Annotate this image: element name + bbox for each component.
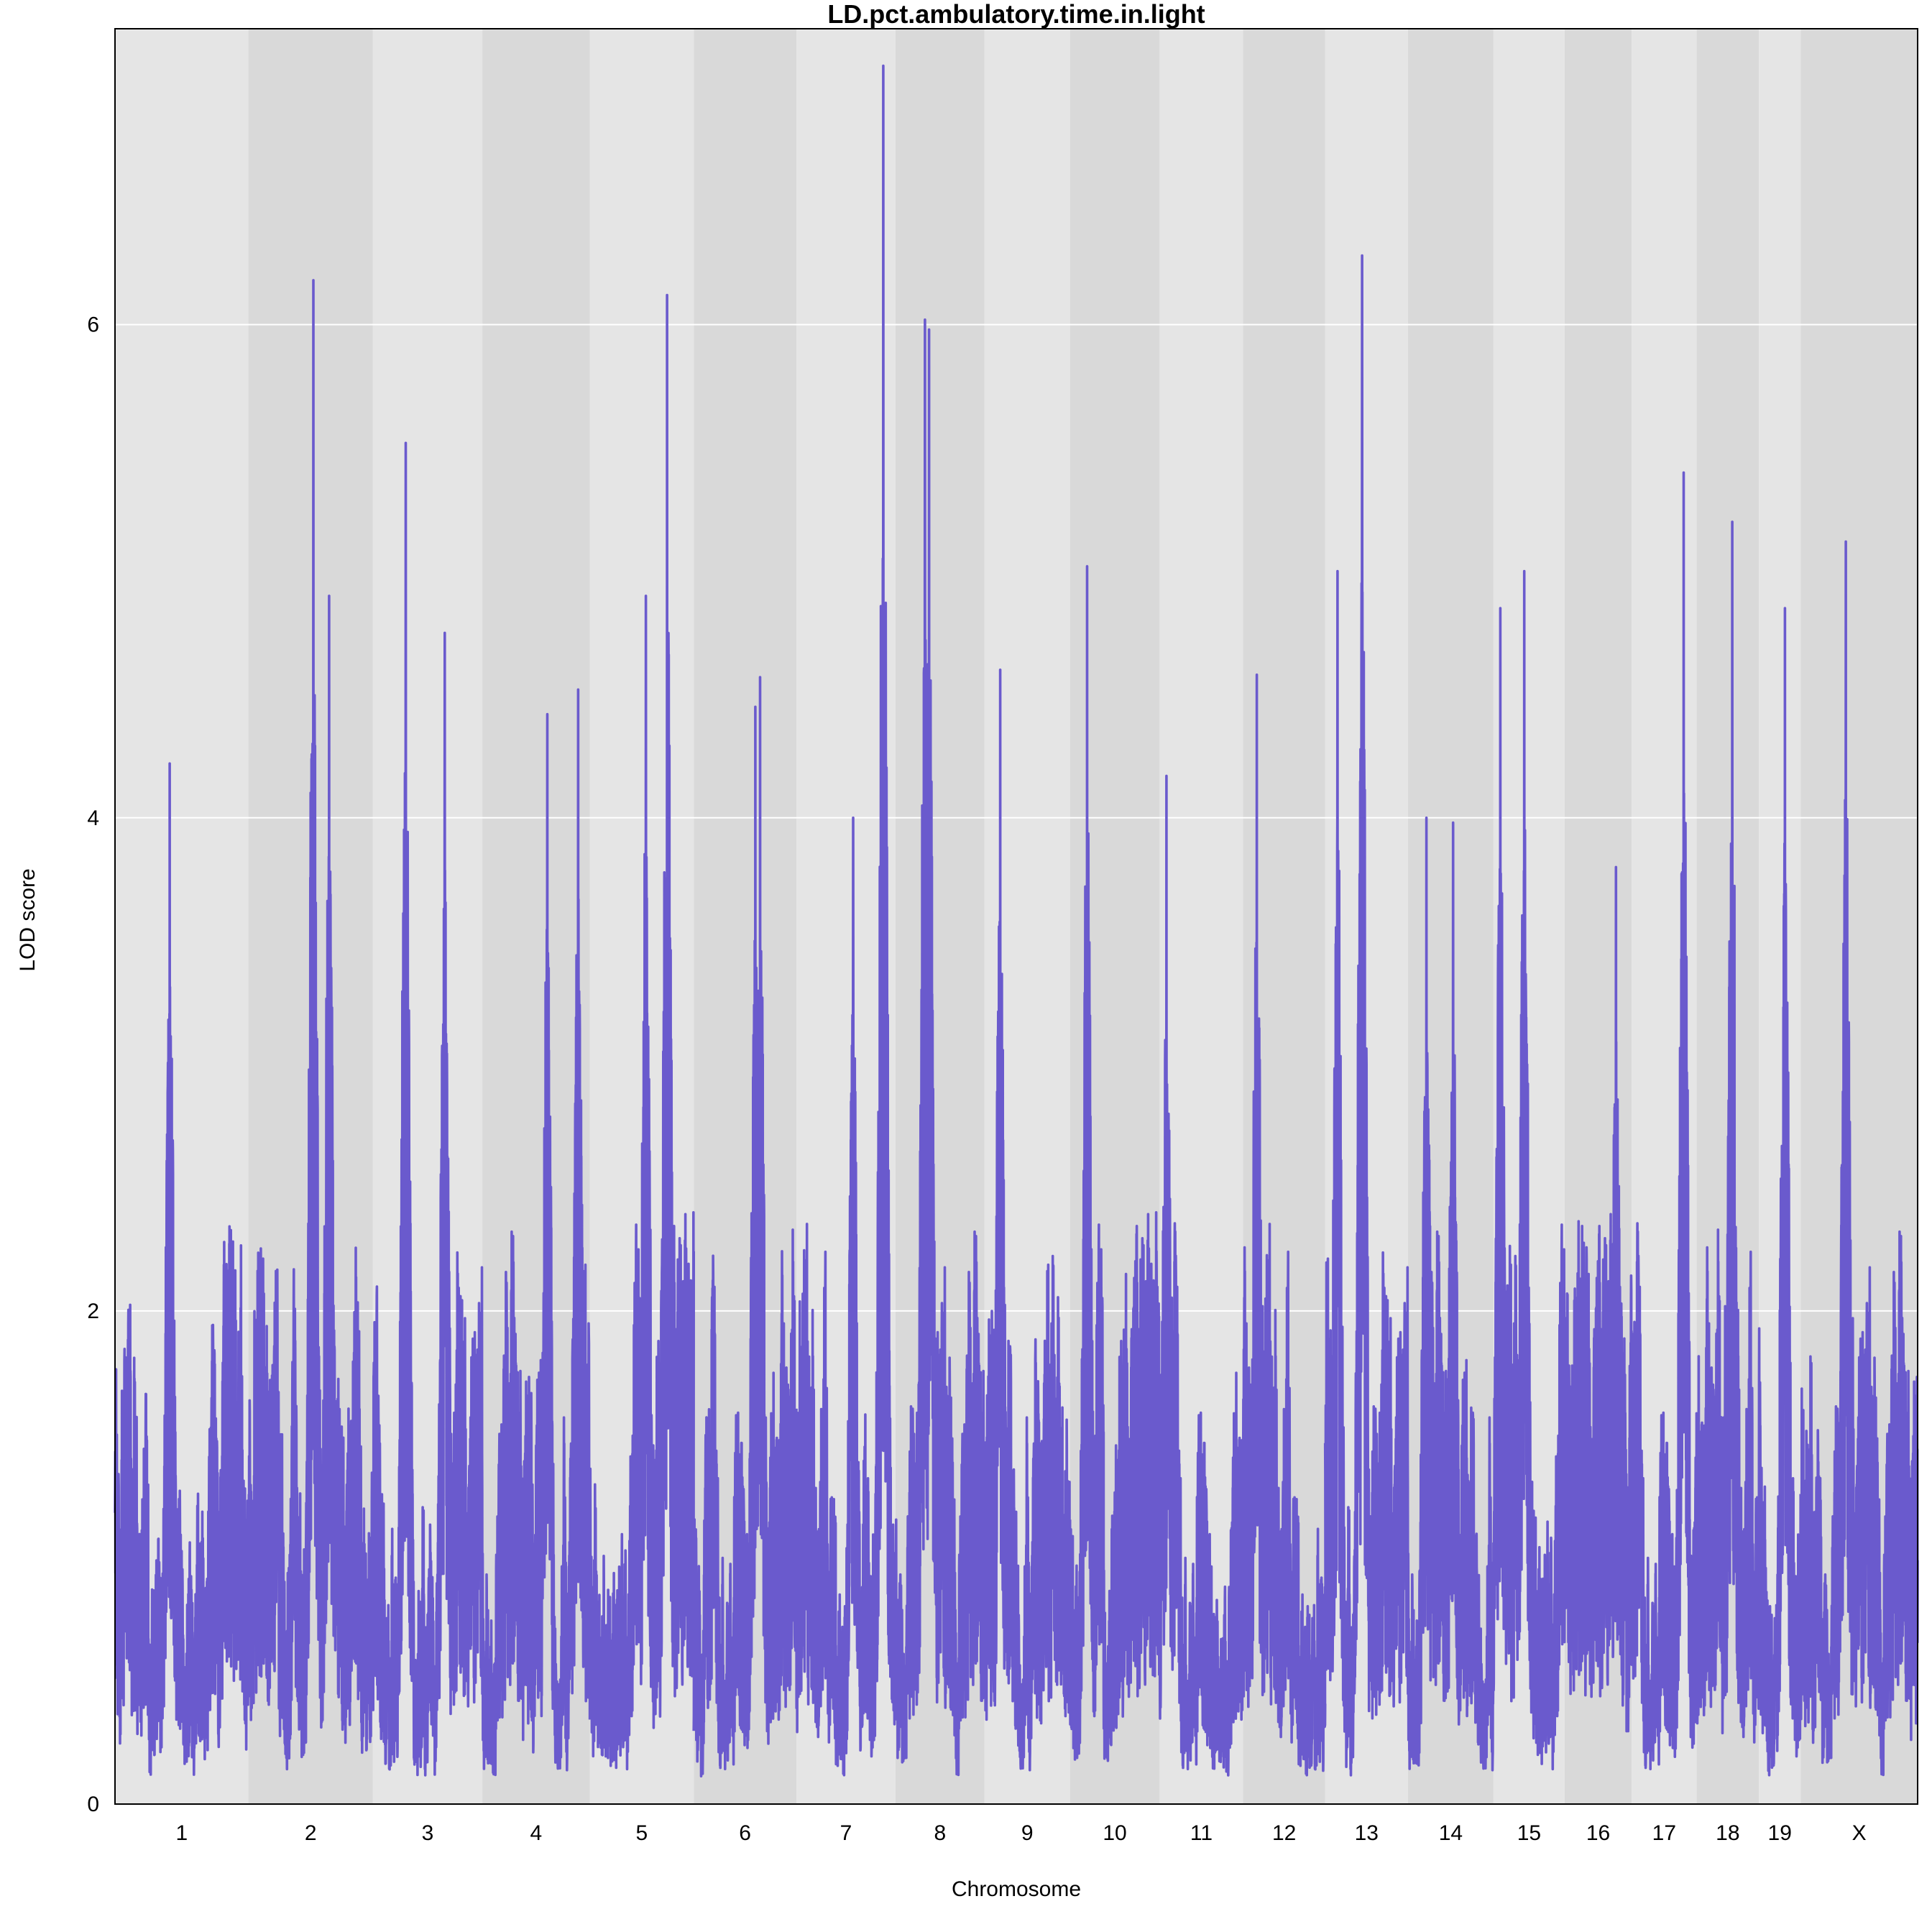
y-tick-label: 6 [87, 313, 99, 337]
x-tick-label-19: 19 [1768, 1821, 1792, 1845]
x-tick-label-9: 9 [1021, 1821, 1034, 1845]
x-tick-label-X: X [1852, 1821, 1867, 1845]
y-tick-label: 4 [87, 806, 99, 830]
plot-frame [114, 28, 1918, 1805]
lod-score-line [114, 64, 1919, 1777]
x-tick-label-16: 16 [1586, 1821, 1610, 1845]
x-tick-label-5: 5 [636, 1821, 648, 1845]
x-tick-label-12: 12 [1272, 1821, 1296, 1845]
x-tick-label-11: 11 [1190, 1821, 1213, 1845]
x-tick-label-3: 3 [422, 1821, 434, 1845]
x-tick-label-1: 1 [175, 1821, 188, 1845]
x-axis-title: Chromosome [952, 1877, 1081, 1901]
x-tick-label-8: 8 [934, 1821, 947, 1845]
x-axis-ticks: 1 2 3 4 5 6 7 8 9 10 11 12 13 14 15 16 17 18 19 X [175, 1821, 1866, 1845]
x-tick-label-7: 7 [840, 1821, 852, 1845]
x-tick-label-2: 2 [305, 1821, 317, 1845]
x-tick-label-10: 10 [1103, 1821, 1126, 1845]
y-tick-label: 2 [87, 1300, 99, 1323]
y-tick-label: 0 [87, 1793, 99, 1816]
x-tick-label-15: 15 [1517, 1821, 1541, 1845]
y-axis-ticks: 0 2 4 6 [87, 313, 99, 1816]
x-tick-label-18: 18 [1716, 1821, 1739, 1845]
y-axis-title: LOD score [16, 868, 40, 971]
x-tick-label-13: 13 [1355, 1821, 1379, 1845]
plot-title: LD.pct.ambulatory.time.in.light [827, 0, 1205, 29]
x-tick-label-4: 4 [530, 1821, 542, 1845]
x-tick-label-6: 6 [739, 1821, 751, 1845]
x-tick-label-17: 17 [1652, 1821, 1676, 1845]
x-tick-label-14: 14 [1439, 1821, 1463, 1845]
